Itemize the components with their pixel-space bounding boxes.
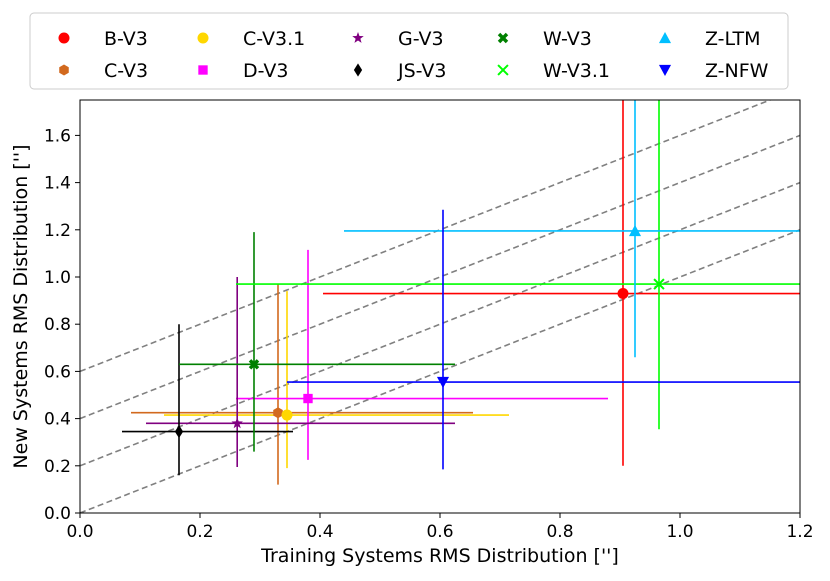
y-axis-title: New Systems RMS Distribution ['']: [10, 144, 32, 468]
legend-entry-b-v3: B-V3: [58, 28, 148, 50]
marker-w-v3-1: [653, 278, 665, 290]
legend-label-g-v3: G-V3: [398, 28, 444, 50]
marker-js-v3: [174, 424, 184, 439]
y-tick-label: 0.6: [44, 362, 71, 382]
y-tick-label: 1.2: [44, 221, 71, 241]
x-tick-label: 1.2: [786, 522, 813, 542]
legend-label-z-nfw: Z-NFW: [705, 60, 769, 82]
legend-entry-c-v3: C-V3: [59, 60, 148, 82]
legend-marker-d-v3: [198, 65, 208, 75]
legend-label-b-v3: B-V3: [104, 28, 148, 50]
legend-entry-c-v3-1: C-V3.1: [197, 28, 305, 50]
legend-marker-b-v3: [58, 32, 70, 44]
marker-d-v3: [303, 393, 313, 404]
legend-label-c-v3: C-V3: [104, 60, 148, 82]
marker-c-v3: [273, 407, 283, 419]
legend-entry-g-v3: G-V3: [352, 28, 444, 50]
x-tick-label: 0.0: [66, 522, 93, 542]
y-tick-label: 1.6: [44, 126, 71, 146]
legend-marker-c-v3-1: [197, 32, 209, 44]
legend-entry-d-v3: D-V3: [198, 60, 288, 82]
y-tick-label: 1.4: [44, 174, 71, 194]
legend-marker-z-ltm: [658, 31, 672, 44]
marker-z-nfw: [436, 376, 450, 389]
legend-label-js-v3: JS-V3: [397, 60, 447, 82]
y-tick-label: 0.8: [44, 315, 71, 335]
legend-label-z-ltm: Z-LTM: [705, 28, 761, 50]
marker-g-v3: [231, 417, 243, 429]
marker-c-v3-1: [281, 409, 293, 421]
plot-frame: [79, 99, 801, 514]
x-axis: 0.0 0.2 0.4 0.6 0.8 1.0 1.2: [66, 513, 814, 542]
marker-b-v3: [617, 288, 629, 300]
legend-label-w-v3-1: W-V3.1: [543, 60, 610, 82]
legend-entry-js-v3: JS-V3: [353, 60, 447, 82]
legend-entry-z-ltm: Z-LTM: [658, 28, 761, 50]
markers: [174, 224, 665, 439]
y-tick-label: 0.0: [44, 504, 71, 524]
legend: B-V3 C-V3.1 G-V3 W-V3 Z-LTM C-V3 D-V3 JS-V3 W-V3…: [29, 12, 789, 90]
x-tick-label: 1.0: [666, 522, 693, 542]
legend-marker-c-v3: [59, 64, 69, 76]
reference-line-0: [80, 229, 800, 513]
x-tick-label: 0.6: [426, 522, 453, 542]
legend-marker-js-v3: [353, 63, 363, 77]
y-axis: 0.0 0.2 0.4 0.6 0.8 1.0 1.2 1.4 1.6: [44, 126, 80, 524]
legend-entry-z-nfw: Z-NFW: [658, 60, 769, 82]
legend-entry-w-v3: W-V3: [497, 28, 592, 50]
reference-lines: [80, 100, 800, 513]
reference-line-2: [80, 134, 800, 420]
reference-line-3: [80, 100, 773, 373]
x-axis-title: Training Systems RMS Distribution ['']: [260, 545, 619, 567]
legend-label-d-v3: D-V3: [243, 60, 288, 82]
marker-w-v3: [248, 359, 260, 370]
legend-label-c-v3-1: C-V3.1: [243, 28, 305, 50]
errorbars: [122, 100, 800, 485]
legend-marker-w-v3: [497, 32, 509, 44]
x-tick-label: 0.8: [546, 522, 573, 542]
x-tick-label: 0.2: [186, 522, 213, 542]
reference-line-1: [80, 181, 800, 467]
x-tick-label: 0.4: [306, 522, 333, 542]
legend-marker-g-v3: [352, 31, 364, 43]
legend-marker-w-v3-1: [497, 64, 509, 76]
legend-label-w-v3: W-V3: [543, 28, 592, 50]
y-tick-label: 0.4: [44, 410, 71, 430]
legend-box: [29, 12, 789, 90]
marker-z-ltm: [628, 224, 642, 237]
y-tick-label: 1.0: [44, 268, 71, 288]
legend-entry-w-v3-1: W-V3.1: [497, 60, 610, 82]
y-tick-label: 0.2: [44, 457, 71, 477]
legend-marker-z-nfw: [658, 64, 672, 77]
